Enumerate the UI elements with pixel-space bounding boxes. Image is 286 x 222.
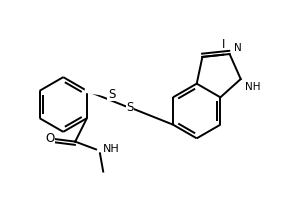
Text: NH: NH bbox=[103, 145, 119, 155]
Text: S: S bbox=[126, 101, 134, 114]
Text: O: O bbox=[45, 133, 54, 145]
Text: N: N bbox=[234, 43, 242, 53]
Text: I: I bbox=[221, 38, 225, 51]
Text: S: S bbox=[108, 87, 115, 101]
Text: NH: NH bbox=[245, 82, 261, 92]
